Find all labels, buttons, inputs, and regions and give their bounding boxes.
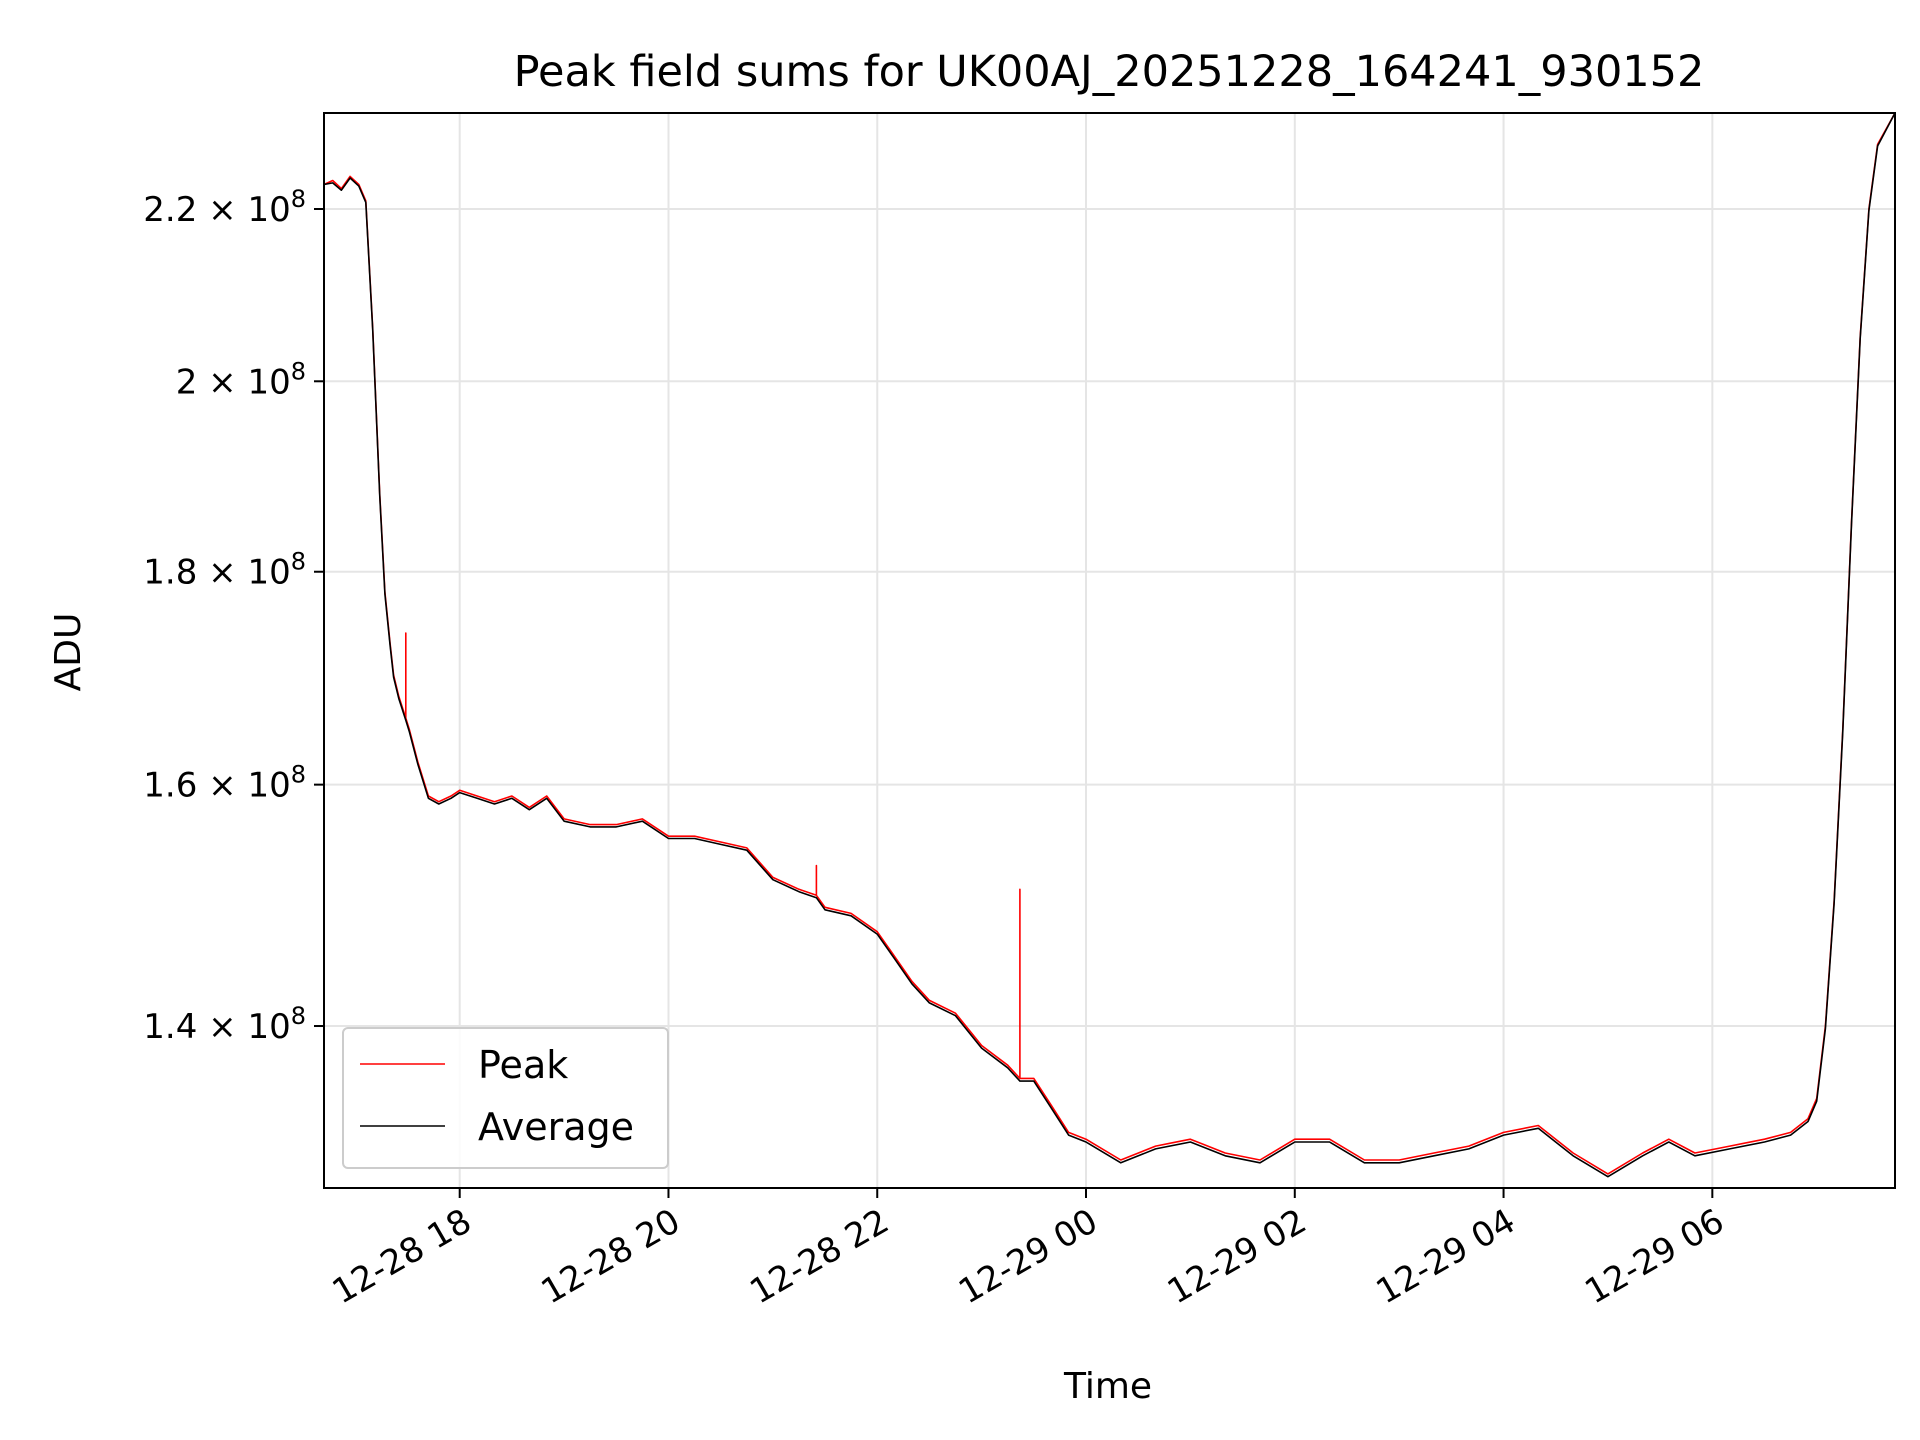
series-line-average — [323, 112, 1896, 1178]
y-axis-label: ADU — [48, 613, 89, 692]
y-tick-label: 1.8 × 108 — [143, 548, 306, 593]
series-line-peak — [323, 112, 1896, 1175]
legend-box — [342, 1027, 669, 1169]
series-layer — [323, 112, 1896, 1178]
chart-title: Peak field sums for UK00AJ_20251228_1642… — [514, 47, 1705, 97]
legend-label-average: Average — [478, 1105, 634, 1149]
y-tick-label: 2 × 108 — [176, 357, 306, 402]
legend-label-peak: Peak — [478, 1043, 568, 1087]
x-axis-label: Time — [1063, 1366, 1152, 1407]
y-tick-label: 1.4 × 108 — [143, 1002, 306, 1047]
grid-layer — [324, 113, 1895, 1188]
legend: Peak Average — [342, 1027, 669, 1169]
plot-frame — [323, 112, 1896, 1189]
y-tick-label: 2.2 × 108 — [143, 185, 306, 230]
y-tick-label: 1.6 × 108 — [143, 761, 306, 806]
